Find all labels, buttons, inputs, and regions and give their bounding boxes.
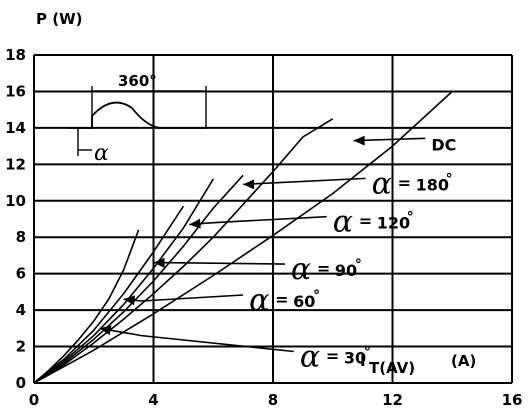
annotation-equals: = (317, 259, 330, 278)
x-tick-label: 8 (268, 391, 278, 409)
annotation-degree: ° (364, 344, 371, 360)
curve-120 (33, 174, 244, 384)
inset-waveform (68, 101, 206, 129)
inset-angle-label: α (94, 141, 109, 166)
annotation-value-180: 180 (416, 175, 449, 194)
x-tick-label: 16 (502, 391, 523, 409)
x-tick-label: 0 (29, 391, 39, 409)
curve-180 (33, 118, 334, 384)
annotation-alpha: α (333, 205, 353, 240)
x-axis-label-unit: (A) (451, 352, 476, 370)
annotation-equals: = (275, 290, 288, 309)
annotation-value-30: 30 (344, 348, 366, 367)
annotation-alpha: α (372, 166, 392, 201)
leader-line-60 (123, 294, 244, 302)
annotation-value-DC: DC (431, 135, 456, 154)
arrowhead-120 (189, 218, 201, 229)
arrowhead-180 (243, 179, 255, 190)
y-tick-label: 10 (5, 192, 26, 210)
y-axis-label: P (W) (36, 10, 82, 28)
annotation-value-60: 60 (293, 292, 315, 311)
annotation-degree: ° (446, 171, 453, 187)
curves (33, 90, 453, 384)
annotation-equals: = (359, 212, 372, 231)
leader-line-DC (353, 137, 426, 142)
y-tick-label: 12 (5, 155, 26, 173)
y-tick-label: 8 (16, 228, 26, 246)
leader-line-120 (189, 215, 327, 226)
x-tick-label: 4 (148, 391, 158, 409)
y-tick-label: 2 (16, 338, 26, 356)
waveform-inset: 360° α (68, 72, 207, 166)
arrowhead-30 (99, 325, 112, 336)
annotation-value-90: 90 (335, 261, 357, 280)
inset-period-label: 360° (118, 72, 157, 90)
y-tick-label: 16 (5, 82, 26, 100)
x-tick-label: 12 (382, 391, 403, 409)
x-axis-label-sub: T(AV) (369, 359, 415, 377)
y-tick-label: 18 (5, 46, 26, 64)
curve-annotations: α = 30°α = 60°α = 90°α = 120°α = 180°DC (99, 135, 456, 374)
leader-line-90 (153, 261, 285, 265)
y-tick-label: 6 (16, 265, 26, 283)
leader-line-30 (99, 327, 294, 353)
arrowhead-DC (353, 135, 365, 146)
curve-DC (33, 90, 453, 384)
annotation-degree: ° (355, 257, 362, 273)
annotation-value-120: 120 (377, 214, 410, 233)
x-axis-label: I T(AV) (A) (360, 352, 476, 377)
curve-90 (33, 178, 214, 384)
annotation-alpha: α (249, 283, 269, 318)
curve-60 (33, 205, 185, 384)
curve-30 (33, 229, 140, 384)
annotation-degree: ° (407, 210, 414, 226)
y-tick-label: 0 (16, 374, 26, 392)
y-tick-label: 14 (5, 119, 26, 137)
arrowhead-60 (123, 295, 136, 306)
annotation-equals: = (326, 346, 339, 365)
arrowhead-90 (153, 257, 165, 268)
x-axis-label-main: I (360, 352, 366, 370)
y-tick-label: 4 (16, 301, 26, 319)
annotation-equals: = (398, 173, 411, 192)
leader-line-180 (243, 177, 366, 186)
annotation-alpha: α (291, 252, 311, 287)
annotation-degree: ° (313, 288, 320, 304)
annotation-alpha: α (300, 339, 320, 374)
